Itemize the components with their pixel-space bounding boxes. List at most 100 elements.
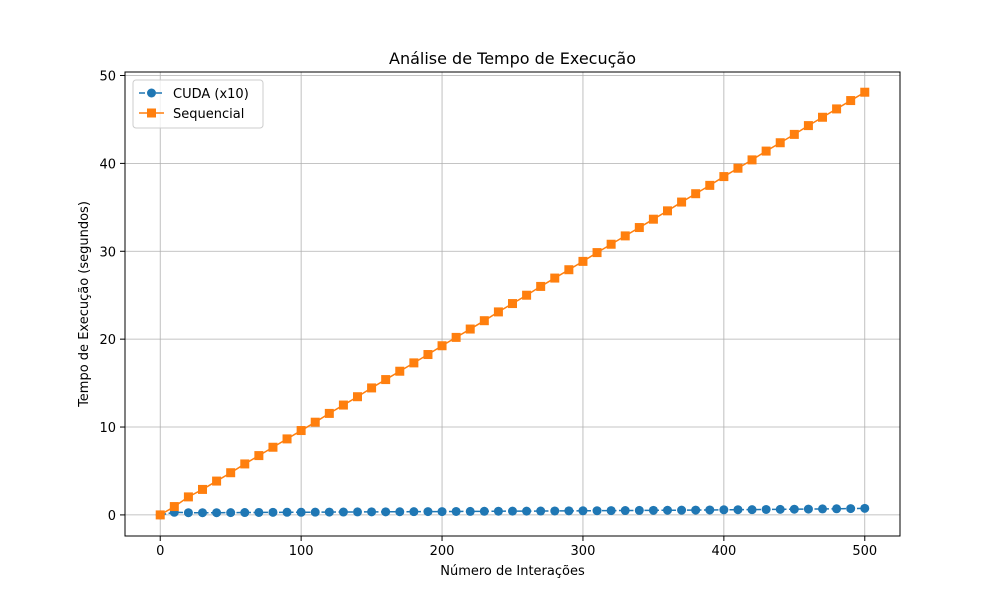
x-axis-label: Número de Interações	[440, 564, 585, 579]
data-point	[620, 231, 630, 241]
legend-label-cuda: CUDA (x10)	[173, 87, 249, 102]
data-point	[705, 180, 715, 190]
data-point	[479, 316, 489, 326]
data-point	[677, 505, 687, 515]
data-point	[761, 146, 771, 156]
data-point	[423, 507, 433, 517]
y-tick-label: 0	[108, 509, 116, 524]
data-point	[634, 223, 644, 233]
data-point	[578, 506, 588, 516]
data-point	[634, 505, 644, 515]
y-tick-label: 20	[99, 333, 116, 348]
data-point	[803, 504, 813, 514]
data-point	[198, 484, 207, 494]
data-point	[437, 341, 447, 351]
data-point	[860, 503, 870, 513]
series-layer	[155, 87, 870, 520]
data-point	[240, 459, 250, 469]
data-point	[832, 504, 842, 514]
data-point	[240, 508, 250, 518]
data-point	[212, 508, 222, 518]
legend-marker-cuda	[147, 88, 156, 98]
legend-marker-sequencial	[147, 108, 156, 118]
data-point	[254, 451, 264, 461]
data-point	[282, 434, 292, 444]
data-point	[493, 506, 503, 516]
legend-entry-cuda: CUDA (x10)	[139, 87, 249, 102]
x-tick-label: 0	[156, 544, 164, 559]
y-tick-label: 40	[99, 157, 116, 172]
data-point	[169, 502, 179, 512]
data-point	[395, 366, 405, 376]
legend-marker-shape	[147, 108, 156, 118]
data-point	[789, 129, 799, 139]
data-point	[818, 504, 827, 514]
data-point	[296, 507, 306, 517]
data-point	[663, 505, 672, 515]
x-tick-label: 100	[289, 544, 314, 559]
data-point	[606, 506, 616, 516]
data-point	[155, 510, 165, 520]
data-point	[479, 506, 489, 516]
y-axis-label: Tempo de Execução (segundos)	[77, 201, 92, 408]
data-point	[536, 281, 546, 291]
legend-entry-sequencial: Sequencial	[139, 107, 244, 122]
data-point	[592, 506, 602, 516]
legend-marker-shape	[147, 88, 156, 98]
data-point	[522, 290, 532, 300]
data-point	[677, 197, 687, 207]
data-point	[451, 332, 461, 342]
data-point	[648, 214, 658, 224]
x-tick-label: 400	[711, 544, 736, 559]
data-point	[564, 265, 574, 275]
data-point	[691, 189, 701, 199]
data-point	[367, 507, 377, 517]
data-point	[860, 87, 870, 97]
legend: CUDA (x10) Sequencial	[132, 79, 264, 129]
data-point	[719, 505, 729, 515]
data-point	[465, 324, 475, 334]
data-point	[381, 507, 391, 517]
x-tick-label: 500	[852, 544, 877, 559]
data-point	[620, 506, 630, 516]
data-point	[564, 506, 574, 516]
y-axis-ticks: 0 10 20 30 40 50	[99, 70, 125, 524]
data-point	[818, 112, 827, 122]
x-tick-label: 300	[571, 544, 596, 559]
data-point	[493, 307, 503, 317]
data-point	[338, 507, 348, 517]
data-point	[789, 504, 799, 514]
data-point	[691, 505, 701, 515]
series-sequencial	[155, 87, 870, 520]
data-point	[268, 507, 278, 517]
plot-frame	[124, 71, 901, 537]
data-point	[747, 155, 757, 165]
data-point	[268, 442, 278, 452]
data-point	[310, 417, 320, 427]
data-point	[310, 507, 320, 517]
data-point	[226, 468, 236, 478]
data-point	[254, 507, 264, 517]
data-point	[550, 506, 560, 516]
data-point	[324, 507, 334, 517]
data-point	[381, 375, 391, 385]
data-point	[846, 96, 856, 106]
data-point	[648, 505, 658, 515]
data-point	[451, 506, 461, 516]
data-point	[747, 505, 757, 515]
data-point	[663, 206, 672, 216]
y-tick-label: 50	[99, 70, 116, 85]
data-point	[761, 504, 771, 514]
data-point	[198, 508, 207, 518]
data-point	[522, 506, 532, 516]
data-point	[183, 492, 193, 502]
data-point	[324, 408, 334, 418]
data-point	[705, 505, 715, 515]
data-point	[775, 138, 785, 148]
data-point	[465, 506, 475, 516]
data-point	[592, 248, 602, 258]
data-point	[803, 121, 813, 131]
data-point	[733, 505, 743, 515]
